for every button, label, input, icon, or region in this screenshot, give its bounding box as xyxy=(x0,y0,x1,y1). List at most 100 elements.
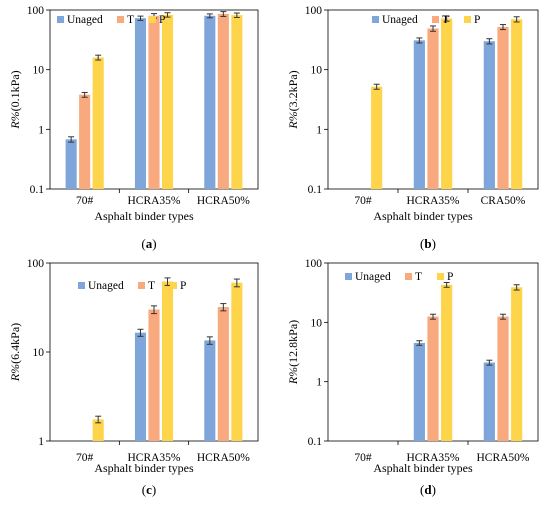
y-axis-title: R%(12.8kPa) xyxy=(286,320,300,385)
y-tick-label: 1 xyxy=(38,124,44,136)
panel-label: (a) xyxy=(141,236,156,251)
bar-p xyxy=(231,15,243,189)
bar-p xyxy=(511,287,523,441)
legend-label-p: P xyxy=(474,14,480,26)
bar-t xyxy=(148,309,160,441)
x-tick-label: HCRA35% xyxy=(406,452,459,464)
legend-swatch-t xyxy=(138,282,145,289)
bar-t xyxy=(217,13,229,189)
bar-unaged xyxy=(65,139,77,189)
bar-p xyxy=(161,14,174,190)
y-tick-label: 10 xyxy=(311,65,323,77)
y-axis-title-symbol: R% xyxy=(8,364,22,382)
y-tick-label: 1 xyxy=(38,436,44,448)
bar-t xyxy=(497,316,509,441)
y-axis-title-symbol: R% xyxy=(286,367,300,385)
legend-label-p: P xyxy=(447,271,453,283)
x-tick-label: 70# xyxy=(354,195,372,207)
legend-swatch-p xyxy=(170,282,177,289)
y-axis-title: R%(6.4kPa) xyxy=(8,323,22,382)
legend-label-unaged: Unaged xyxy=(382,14,418,26)
panel-letter: a xyxy=(146,236,153,251)
bar-unaged xyxy=(134,332,147,441)
y-tick-label: 100 xyxy=(305,258,323,270)
bar-t xyxy=(148,15,160,189)
legend-swatch-p xyxy=(464,16,471,23)
legend-label-t: T xyxy=(415,271,422,283)
legend-label-t: T xyxy=(148,280,155,292)
bar-unaged xyxy=(204,15,216,189)
y-axis-title-symbol: R% xyxy=(8,111,22,129)
panel-letter: d xyxy=(424,482,432,497)
y-tick-label: 100 xyxy=(305,5,323,17)
bar-p xyxy=(441,284,453,441)
bar-p xyxy=(92,419,104,441)
legend-swatch-unaged xyxy=(78,282,85,289)
x-axis-title: Asphalt binder types xyxy=(373,209,473,223)
legend-swatch-unaged xyxy=(345,273,352,280)
bar-t xyxy=(497,26,509,190)
y-tick-label: 10 xyxy=(33,65,45,77)
y-tick-label: 0.1 xyxy=(30,184,45,196)
panel-letter: c xyxy=(146,482,152,497)
x-tick-label: HCRA50% xyxy=(197,195,250,207)
panel-label: (c) xyxy=(142,482,156,497)
legend-label-p: P xyxy=(159,14,165,26)
legend-label-p: P xyxy=(180,280,186,292)
bar-unaged xyxy=(134,18,147,189)
legend-swatch-t xyxy=(117,16,124,23)
y-tick-label: 10 xyxy=(33,347,45,359)
bar-t xyxy=(427,316,439,441)
legend-swatch-t xyxy=(432,16,439,23)
x-tick-label: CRA50% xyxy=(481,195,526,207)
y-axis-title: R%(0.1kPa) xyxy=(8,70,22,129)
chart-panel-3: 1 10 100 R%(6.4kPa) 70# HCRA35% HCRA50%Asphalt… xyxy=(8,258,259,497)
y-tick-label: 10 xyxy=(311,317,323,329)
y-tick-label: 0.1 xyxy=(308,184,323,196)
bar-unaged xyxy=(204,340,216,441)
y-tick-label: 1 xyxy=(316,124,322,136)
legend-label-unaged: Unaged xyxy=(67,14,103,26)
bar-p xyxy=(371,86,383,189)
y-axis-title: R%(3.2kPa) xyxy=(286,70,300,129)
bar-t xyxy=(79,94,91,189)
x-tick-label: HCRA50% xyxy=(197,452,250,464)
x-tick-label: 70# xyxy=(76,452,94,464)
y-tick-label: 0.1 xyxy=(308,436,323,448)
bar-unaged xyxy=(483,362,495,441)
chart-panel-1: 0.1 1 10 100 R%(0.1kPa) 70# HCRA35% HCRA50%Asph… xyxy=(8,5,259,251)
y-tick-label: 1 xyxy=(316,377,322,389)
y-axis-title-unit: (6.4kPa) xyxy=(8,323,22,364)
y-axis-title-unit: (3.2kPa) xyxy=(286,70,300,111)
x-axis-title: Asphalt binder types xyxy=(94,461,194,475)
panel-label: (d) xyxy=(420,482,436,497)
bar-p xyxy=(161,281,174,441)
chart-panel-4: 0.1 1 10 100 R%(12.8kPa) 70# HCRA35% HCRA50%Asp… xyxy=(286,258,539,497)
panel-label: (b) xyxy=(420,236,436,251)
legend-swatch-unaged xyxy=(372,16,379,23)
x-tick-label: HCRA35% xyxy=(406,195,459,207)
chart-panel-2: 0.1 1 10 100 R%(3.2kPa) 70# HCRA35% CRA50% Aspha… xyxy=(286,5,539,251)
legend-swatch-p xyxy=(437,273,444,280)
y-tick-label: 100 xyxy=(27,258,45,270)
y-axis-title-unit: (0.1kPa) xyxy=(8,70,22,111)
bar-unaged xyxy=(483,41,495,190)
bar-p xyxy=(231,282,243,441)
x-axis-title: Asphalt binder types xyxy=(94,209,194,223)
x-axis-title: Asphalt binder types xyxy=(373,461,473,475)
bar-unaged xyxy=(413,40,425,189)
x-tick-label: 70# xyxy=(354,452,372,464)
legend-label-unaged: Unaged xyxy=(355,271,391,283)
legend-label-unaged: Unaged xyxy=(88,280,124,292)
legend-swatch-unaged xyxy=(57,16,64,23)
legend-label-t: T xyxy=(442,14,449,26)
x-tick-label: HCRA35% xyxy=(127,452,180,464)
legend-label-t: T xyxy=(127,14,134,26)
bar-t xyxy=(427,28,439,189)
y-axis-title-unit: (12.8kPa) xyxy=(286,320,300,367)
bar-t xyxy=(217,307,229,441)
bar-p xyxy=(441,18,453,189)
x-tick-label: HCRA50% xyxy=(476,452,529,464)
